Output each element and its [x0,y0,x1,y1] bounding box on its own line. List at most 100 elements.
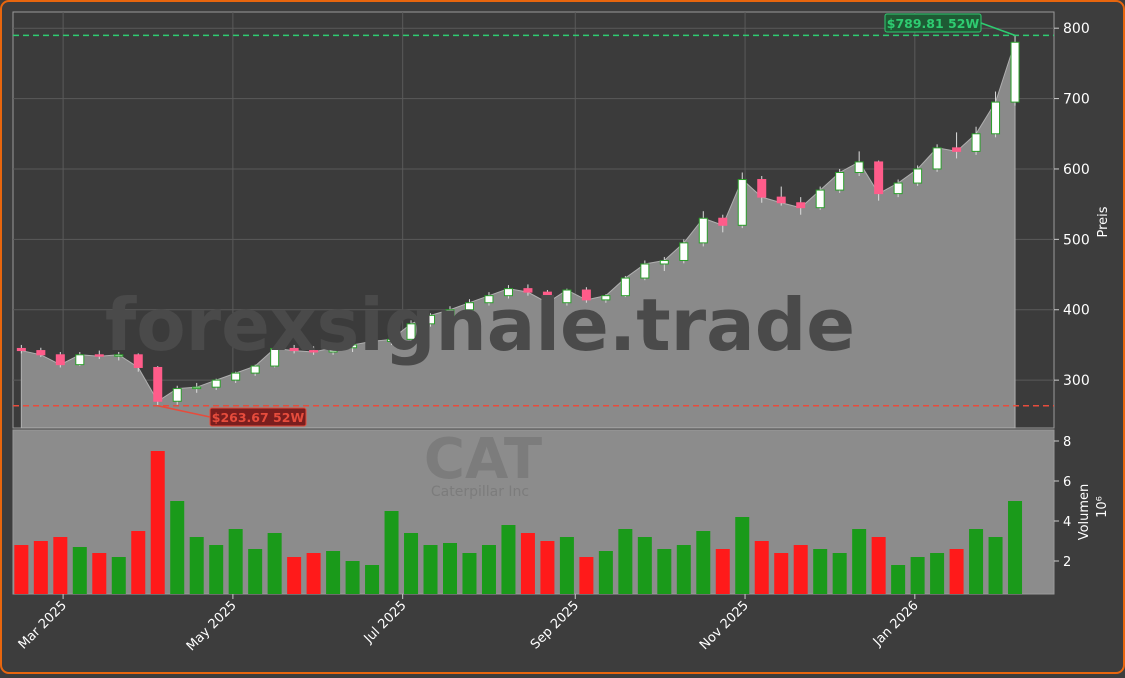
volume-bar [988,537,1003,594]
annotation-arrow [157,404,211,418]
candle-body [815,189,825,209]
candle-body [387,338,397,342]
candle-body [367,340,377,346]
volume-bar [14,545,29,594]
candle-body [406,323,416,340]
volume-bar [481,545,496,594]
volume-bar [871,537,886,594]
volume-y-tick-label: 6 [1063,475,1071,490]
candle-body [1010,41,1020,103]
volume-bar [150,451,165,594]
candle-body [309,350,319,353]
volume-y-tick-label: 8 [1063,435,1071,450]
y-tick-label: 400 [1063,303,1090,319]
volume-bar [735,517,750,594]
volume-bar [559,537,574,594]
y-axis-label: Preis [1096,206,1111,237]
volume-bar [404,533,419,594]
volume-bar [891,565,906,594]
volume-bar [774,553,789,594]
candle-body [737,179,747,226]
candle-body [153,366,163,402]
annotation-label: $263.67 52W [212,410,305,425]
candle-body [542,291,552,304]
volume-bar [501,525,516,594]
volume-bar [520,533,535,594]
annotation-label: $789.81 52W [887,16,980,31]
watermark: forexsignale.trade [105,283,855,367]
volume-bar [442,543,457,594]
volume-bar [598,551,613,594]
candle-body [854,161,864,173]
candle-body [581,289,591,301]
volume-bar [111,557,126,594]
candle-body [445,309,455,316]
volume-bar [423,545,438,594]
candle-body [640,263,650,279]
candle-body [601,295,611,301]
candle-body [464,302,474,311]
candle-body [776,196,786,204]
volume-bar [33,541,48,594]
volume-y-tick-label: 4 [1063,515,1071,530]
candle-body [523,288,533,293]
volume-bar [715,549,730,594]
candle-body [620,277,630,297]
y-tick-label: 800 [1063,21,1090,37]
candle-body [250,365,260,374]
volume-bar [72,547,87,594]
volume-bar [306,553,321,594]
volume-bar [676,545,691,594]
candle-body [679,242,689,261]
candle-body [172,388,182,402]
candle-body [484,295,494,304]
candle-body [114,354,124,357]
volume-bar [131,531,146,594]
volume-bar [579,557,594,594]
candle-body [270,347,280,367]
volume-bar [618,529,633,594]
volume-bar [949,549,964,594]
candle-body [55,354,65,366]
candle-body [698,217,708,244]
candle-body [16,347,26,352]
candle-body [796,202,806,209]
volume-bar [287,557,302,594]
volume-axis-label: Volumen [1077,484,1092,541]
volume-bar [209,545,224,594]
candle-body [971,133,981,152]
volume-bar [793,545,808,594]
volume-bar [696,531,711,594]
symbol: CAT [424,427,542,492]
volume-bar [384,511,399,594]
candle-body [893,182,903,195]
volume-bar [170,501,185,594]
volume-bar [637,537,652,594]
volume-bar [365,565,380,594]
candle-body [426,314,436,325]
annotation-arrow [980,22,1016,37]
volume-bar [248,549,263,594]
candle-body [36,350,46,356]
volume-bar [832,553,847,594]
volume-bar [540,541,555,594]
candle-body [932,147,942,170]
candle-body [231,372,241,381]
volume-bar [969,529,984,594]
candle-body [952,147,962,152]
volume-bar [326,551,341,594]
volume-exponent: 10⁶ [1095,496,1110,518]
y-tick-label: 600 [1063,162,1090,178]
candle-body [94,354,104,357]
candle-body [562,289,572,304]
candle-body [835,171,845,191]
candle-body [718,217,728,226]
y-tick-label: 300 [1063,373,1090,389]
candle-body [348,344,358,349]
candle-body [75,354,85,366]
volume-bar [92,553,107,594]
candle-body [328,347,338,353]
candle-body [991,101,1001,135]
